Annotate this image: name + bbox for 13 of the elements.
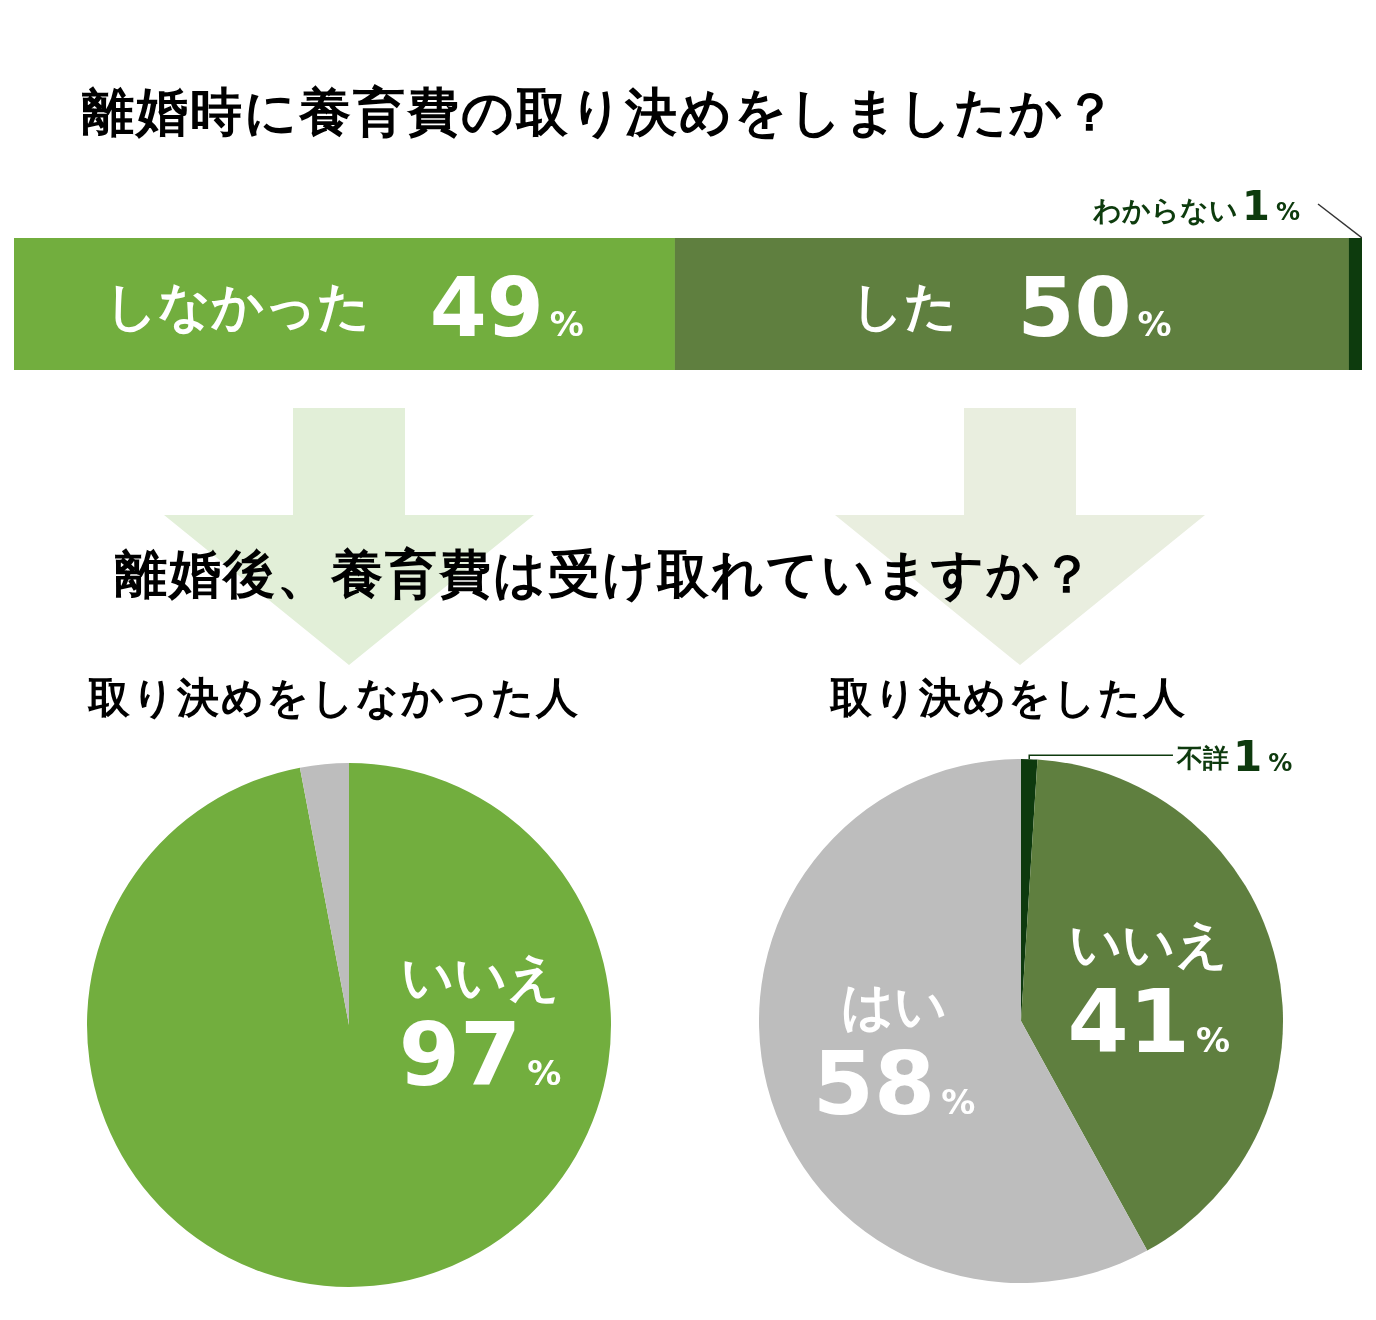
series-label: しなかった xyxy=(104,276,370,336)
text: わからない xyxy=(1092,194,1239,227)
data-label: 49% xyxy=(429,260,584,355)
data-label: 50% xyxy=(1017,260,1172,355)
data-label: 1% xyxy=(1232,732,1293,782)
chart-title: 離婚後、養育費は受け取れていますか？ xyxy=(115,543,1095,606)
chart-subtitle: 取り決めをした人 xyxy=(830,672,1187,724)
data-label: 1% xyxy=(1242,183,1300,229)
chart-title: 離婚時に養育費の取り決めをしましたか？ xyxy=(82,81,1118,144)
series-label: した xyxy=(851,276,958,336)
slice-label: はい xyxy=(841,975,948,1036)
chart-subtitle: 取り決めをしなかった人 xyxy=(88,672,580,724)
slice-label: 不詳 xyxy=(1175,743,1229,774)
